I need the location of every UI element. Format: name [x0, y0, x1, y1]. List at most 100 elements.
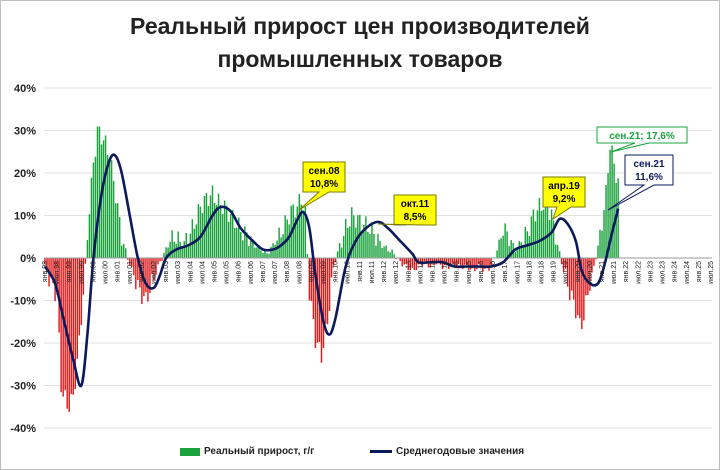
bar: [466, 258, 468, 265]
bar: [155, 258, 157, 275]
bar: [328, 258, 331, 312]
bar: [581, 258, 583, 330]
x-tick-label: янв.05: [212, 261, 219, 282]
bar: [330, 258, 333, 278]
bar: [106, 154, 109, 258]
bar: [472, 258, 474, 269]
bar: [488, 258, 490, 271]
bar: [347, 227, 349, 258]
line-series: [43, 153, 620, 388]
bar: [480, 258, 482, 269]
bar: [601, 230, 603, 258]
callout: апр.19 9,2%: [542, 176, 586, 221]
x-tick-label: янв.21: [599, 261, 606, 282]
bar: [314, 258, 317, 349]
bar: [445, 258, 448, 265]
bar: [403, 258, 405, 265]
bar: [369, 234, 371, 258]
bar: [490, 258, 492, 266]
bar: [500, 238, 502, 258]
bar: [139, 258, 141, 288]
bar: [187, 245, 190, 258]
bar: [540, 210, 543, 258]
bar: [464, 258, 466, 265]
bar: [288, 224, 290, 258]
bar: [585, 258, 587, 296]
x-tick-label: июл.16: [490, 261, 497, 284]
bar: [564, 258, 567, 269]
bar: [484, 258, 486, 269]
x-tick-label: июл.98: [54, 261, 61, 284]
bar: [110, 160, 113, 258]
x-tick-label: июл.19: [563, 261, 570, 284]
callout-label: окт.11: [401, 199, 430, 210]
bar: [482, 258, 484, 272]
bar: [179, 241, 181, 258]
bar: [294, 217, 296, 258]
x-tick-label: янв.03: [163, 261, 170, 282]
bar: [504, 223, 506, 258]
bar: [332, 258, 335, 266]
x-tick-label: июл.03: [175, 261, 182, 284]
bar: [455, 258, 458, 269]
bar: [240, 232, 242, 258]
bar: [589, 258, 591, 291]
bar: [617, 178, 619, 258]
legend-label-bars: Реальный прирост, г/г: [204, 446, 315, 457]
x-tick-label: янв.07: [260, 261, 267, 282]
bar: [44, 258, 46, 264]
bar: [379, 240, 381, 258]
bar: [534, 221, 537, 258]
bar: [181, 248, 183, 258]
callout-box: [596, 126, 688, 153]
x-tick-label: янв.08: [284, 261, 291, 282]
bar: [280, 237, 282, 258]
bar: [227, 221, 230, 258]
bar: [462, 258, 464, 270]
callout-label: 10,8%: [310, 179, 338, 190]
bar: [246, 232, 248, 258]
bar: [365, 216, 367, 258]
bar: [415, 258, 418, 271]
callout: сен.08 10,8%: [298, 161, 346, 211]
bar: [207, 206, 210, 258]
callout-box: [607, 154, 674, 211]
bar: [102, 140, 105, 258]
bar: [197, 203, 200, 258]
bar: [361, 231, 363, 258]
bar: [518, 241, 520, 258]
bar: [573, 258, 575, 300]
bar: [306, 254, 309, 258]
bar: [349, 226, 351, 258]
bar: [496, 250, 498, 258]
x-tick-label: янв.06: [236, 261, 243, 282]
x-tick-label: янв.09: [308, 261, 315, 282]
bar: [399, 258, 401, 262]
bar: [607, 173, 609, 258]
bar: [593, 258, 595, 266]
bar: [393, 254, 395, 258]
bar: [84, 258, 87, 264]
bar: [308, 258, 311, 301]
bar: [532, 209, 535, 258]
bar: [151, 258, 153, 275]
bar: [431, 258, 434, 263]
bar: [502, 235, 504, 258]
bar: [116, 203, 119, 258]
bar: [338, 243, 341, 258]
bar: [233, 228, 236, 258]
callout-label: 8,5%: [404, 212, 427, 223]
bar: [498, 239, 500, 258]
bar: [395, 258, 397, 260]
bar: [131, 258, 133, 267]
bar: [508, 246, 510, 258]
bar: [52, 258, 54, 284]
bar: [536, 210, 539, 258]
bar: [405, 258, 407, 265]
bar: [266, 253, 268, 258]
x-tick-label: июл.01: [127, 261, 134, 284]
bar: [389, 252, 391, 258]
x-axis-ticks: янв.98 июл.98 янв.99 июл.99 янв.00 июл.00 янв.…: [42, 261, 715, 284]
bar: [213, 203, 216, 258]
x-tick-label: июл.12: [393, 261, 400, 284]
